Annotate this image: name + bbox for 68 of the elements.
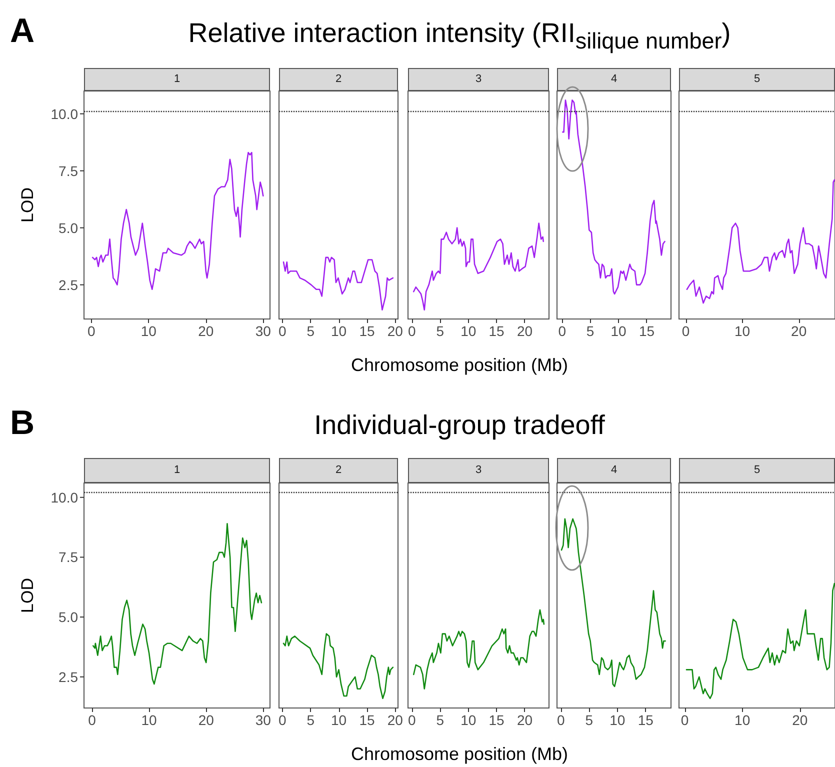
x-tick-label: 10	[330, 323, 347, 339]
chart-subtitle: Relative interaction intensity (RII$_{silique number}$)	[187, 18, 732, 54]
x-tick-label: 5	[436, 712, 444, 728]
x-tick-label: 10	[330, 712, 347, 728]
y-tick-label: 2.5	[58, 668, 78, 685]
chart-title: 4	[557, 458, 671, 483]
x-tick-label: 0	[408, 323, 416, 339]
x-tick-label: 0	[88, 712, 96, 728]
x-tick-label: 20	[198, 323, 214, 339]
x-tick-label: 0	[278, 323, 286, 339]
x-tick-label: 10	[734, 712, 750, 728]
x-tick-label: 0	[278, 712, 286, 728]
x-tick-label: 20	[792, 712, 808, 728]
x-tick-label: 15	[359, 712, 375, 728]
x-tick-label: 20	[387, 712, 404, 728]
x-tick-label: 0	[88, 323, 96, 339]
x-axis-title: Chromosome position (Mb)	[350, 744, 570, 765]
x-tick-label: 20	[198, 712, 214, 728]
x-tick-label: 5	[306, 712, 315, 728]
x-tick-label: 0	[557, 712, 566, 728]
x-tick-label: 5	[436, 323, 444, 339]
x-tick-label: 20	[516, 323, 533, 339]
y-tick-label: 7.5	[58, 162, 78, 179]
text: A	[10, 12, 35, 51]
x-tick-label: 10	[610, 323, 627, 339]
chart-title: 1	[84, 68, 270, 91]
y-tick-label: 10.0	[50, 489, 78, 506]
x-tick-label: 15	[638, 323, 655, 339]
x-tick-label: 0	[682, 323, 690, 339]
y-axis-title: LOD	[18, 578, 37, 613]
y-tick-label: 5.0	[58, 609, 78, 626]
x-tick-label: 30	[255, 712, 272, 728]
x-tick-label: 10	[460, 323, 476, 339]
x-tick-label: 15	[488, 323, 505, 339]
chart-title: 3	[408, 68, 549, 91]
y-tick-label: 7.5	[58, 549, 78, 566]
chart-title: 4	[557, 68, 671, 91]
x-tick-label: 0	[408, 712, 416, 728]
x-tick-label: 15	[638, 712, 654, 728]
x-tick-label: 20	[516, 712, 533, 728]
x-tick-label: 5	[586, 323, 594, 339]
y-tick-label: 10.0	[50, 106, 78, 122]
x-tick-label: 10	[734, 323, 750, 339]
x-tick-label: 5	[585, 712, 594, 728]
chart-title: 3	[408, 458, 549, 483]
chart-title: 1	[84, 458, 270, 483]
x-tick-label: 0	[680, 712, 689, 728]
y-tick-label: 5.0	[58, 220, 78, 236]
x-tick-label: 15	[488, 712, 505, 728]
chart-title: 2	[279, 458, 398, 483]
chart-title: 5	[679, 68, 835, 91]
x-tick-label: 10	[610, 712, 626, 728]
x-tick-label: 20	[387, 323, 404, 339]
x-tick-label: 10	[460, 712, 476, 728]
x-tick-label: 30	[255, 323, 272, 339]
x-tick-label: 10	[140, 323, 157, 339]
x-tick-label: 20	[791, 323, 807, 339]
y-tick-label: 2.5	[58, 276, 78, 293]
x-tick-label: 0	[558, 323, 566, 339]
chart-subtitle: Individual-group tradeoff	[313, 410, 606, 441]
x-tick-label: 10	[141, 712, 158, 728]
y-axis-title: LOD	[18, 188, 37, 222]
x-axis-title: Chromosome position (Mb)	[350, 355, 570, 376]
x-tick-label: 15	[359, 323, 375, 339]
chart-title: 2	[279, 68, 398, 91]
x-tick-label: 5	[306, 323, 315, 339]
text: B	[10, 404, 35, 443]
chart-title: 5	[679, 458, 835, 483]
